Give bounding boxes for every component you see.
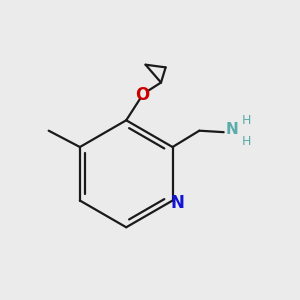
Text: N: N bbox=[226, 122, 239, 137]
Text: N: N bbox=[170, 194, 184, 212]
Text: O: O bbox=[135, 86, 150, 104]
Text: H: H bbox=[242, 114, 251, 128]
Text: H: H bbox=[242, 135, 251, 148]
